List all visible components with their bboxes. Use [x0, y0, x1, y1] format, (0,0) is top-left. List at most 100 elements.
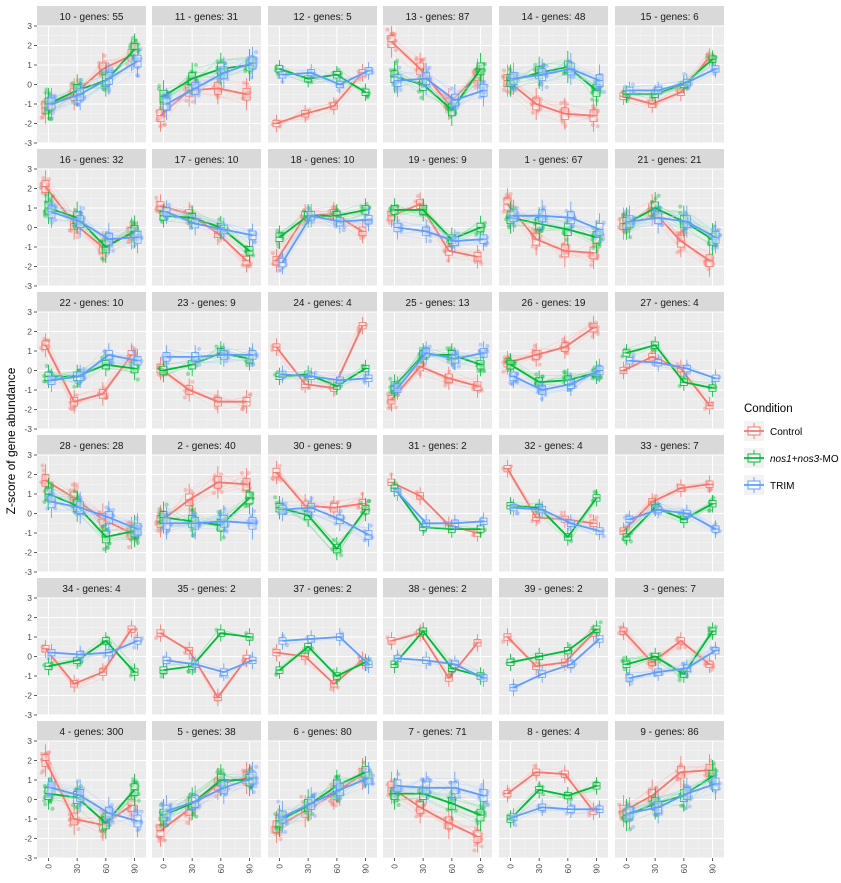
data-point — [223, 516, 228, 521]
data-point — [190, 99, 195, 104]
data-point — [683, 224, 688, 230]
gene-trajectory — [48, 70, 136, 98]
facet-title: 10 - genes: 55 — [60, 12, 124, 23]
data-point — [422, 57, 427, 62]
data-point — [277, 268, 282, 273]
data-point — [448, 111, 453, 116]
facet-strip — [268, 149, 377, 169]
data-point — [571, 75, 576, 80]
data-point — [99, 256, 105, 261]
gene-trajectory — [158, 487, 245, 520]
data-point — [473, 256, 478, 261]
data-point — [245, 362, 250, 368]
panel-content — [154, 466, 259, 542]
data-point — [247, 85, 252, 90]
data-point — [560, 242, 566, 247]
data-point — [43, 193, 48, 198]
data-point — [102, 84, 107, 89]
y-tick-label: 1 — [27, 489, 32, 499]
data-point — [590, 109, 596, 114]
panel-content — [269, 316, 373, 397]
data-point — [507, 216, 512, 221]
data-point — [711, 239, 716, 244]
series-trim — [391, 215, 490, 253]
data-point — [628, 235, 633, 240]
data-point — [224, 355, 229, 360]
series-trim — [45, 485, 143, 546]
gene-trajectory — [511, 222, 594, 232]
data-point — [74, 209, 79, 214]
data-point — [189, 71, 194, 76]
data-point — [446, 258, 451, 263]
y-tick-label: -2 — [24, 548, 32, 558]
data-point — [216, 509, 221, 515]
data-point — [623, 209, 628, 214]
data-point — [190, 533, 195, 538]
data-point — [456, 364, 462, 369]
data-point — [591, 109, 596, 114]
data-point — [132, 221, 138, 226]
series-trim — [160, 343, 259, 369]
data-point — [133, 361, 139, 366]
data-point — [394, 89, 399, 94]
data-point — [476, 368, 481, 374]
data-point — [69, 84, 74, 89]
gene-trajectory — [161, 473, 249, 527]
data-point — [304, 116, 310, 121]
data-point — [394, 61, 399, 66]
facet-title: 14 - genes: 48 — [522, 12, 586, 23]
data-point — [445, 346, 450, 351]
series-trim — [161, 200, 258, 247]
facet-title: 13 - genes: 87 — [406, 12, 470, 23]
panel-content — [270, 198, 374, 275]
data-point — [414, 56, 419, 61]
data-point — [189, 204, 194, 209]
data-point — [396, 223, 402, 228]
data-point — [126, 545, 132, 550]
facet-panel: 13 - genes: 87 — [383, 6, 492, 144]
gene-trajectory — [165, 503, 247, 522]
data-point — [514, 206, 519, 211]
data-point — [425, 226, 430, 231]
data-point — [452, 350, 457, 356]
data-point — [44, 87, 49, 92]
data-point — [418, 346, 423, 351]
series-line — [276, 72, 364, 125]
data-point — [562, 71, 567, 76]
data-point — [565, 221, 570, 226]
data-point — [621, 212, 626, 217]
data-point — [223, 61, 228, 66]
panel-content — [616, 191, 723, 277]
data-point — [480, 368, 486, 373]
data-point — [101, 546, 107, 552]
panel-content — [39, 463, 143, 553]
data-point — [678, 204, 683, 209]
data-point — [218, 472, 224, 477]
data-point — [279, 253, 285, 259]
gene-trajectory — [283, 370, 367, 375]
series-mo — [620, 336, 718, 397]
data-point — [419, 58, 424, 63]
series-mo — [387, 198, 488, 251]
gene-trajectory — [513, 369, 600, 390]
data-point — [452, 94, 457, 99]
data-point — [76, 510, 81, 516]
data-point — [302, 209, 307, 214]
data-point — [195, 523, 201, 529]
data-point — [447, 369, 452, 374]
data-point — [711, 55, 716, 60]
data-point — [453, 236, 458, 241]
data-point — [535, 66, 540, 71]
data-point — [247, 65, 252, 70]
facet-strip — [152, 6, 261, 26]
gene-trajectory — [49, 59, 138, 108]
data-point — [129, 219, 135, 224]
facet-strip — [152, 435, 261, 455]
data-point — [100, 246, 106, 251]
data-point — [601, 236, 606, 241]
data-point — [132, 350, 137, 355]
data-point — [253, 49, 259, 55]
data-point — [102, 394, 107, 399]
gene-trajectory — [161, 471, 248, 526]
data-point — [480, 85, 485, 91]
